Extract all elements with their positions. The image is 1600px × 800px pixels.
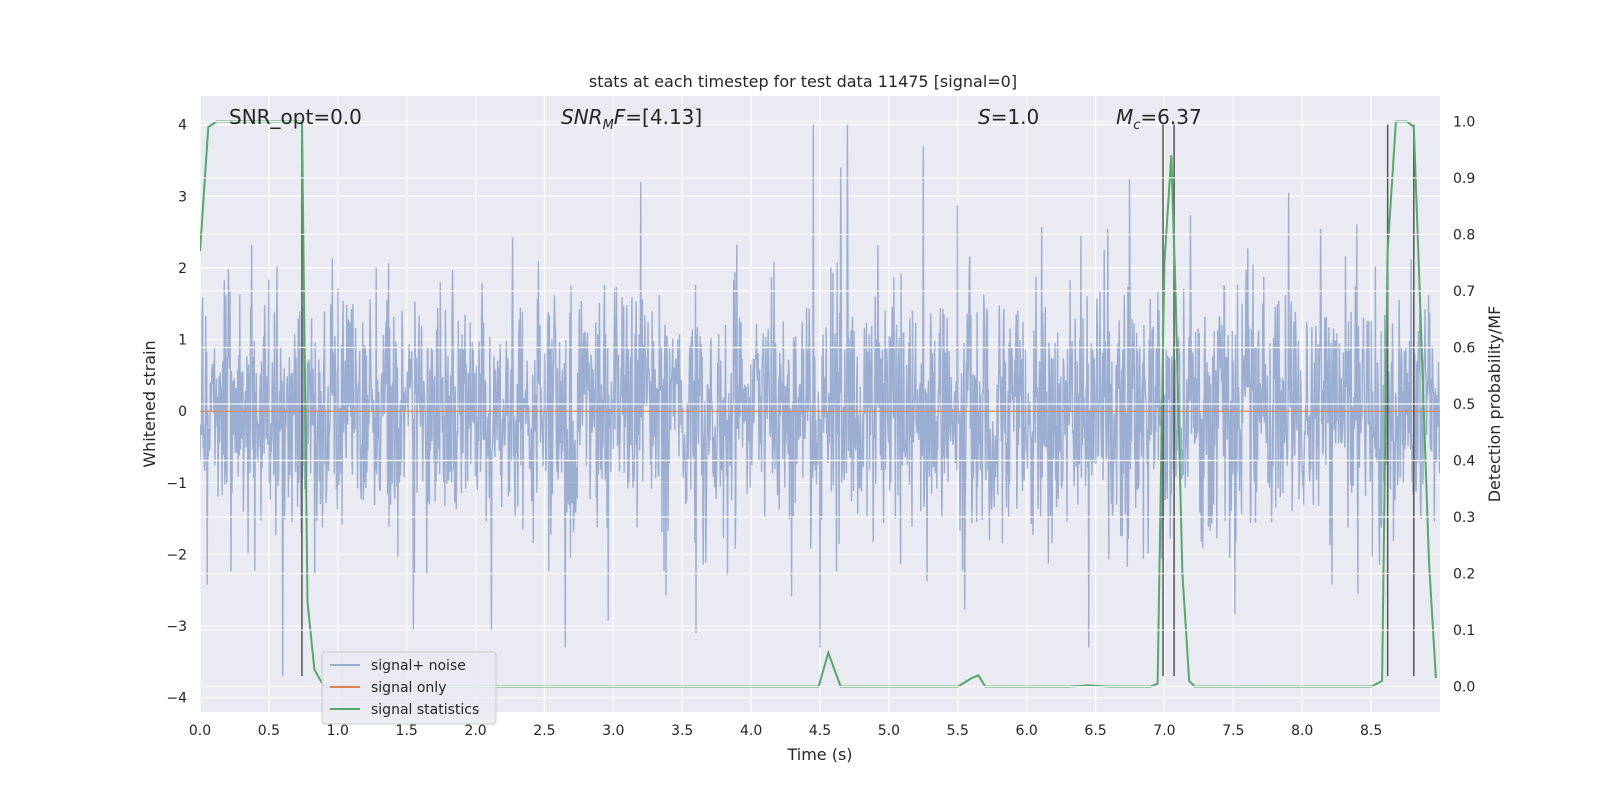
mc-annotation: Mc=6.37 [1116, 105, 1202, 133]
right-y-tick-label: 0.6 [1453, 340, 1475, 356]
x-tick-label: 1.5 [396, 723, 418, 739]
x-tick-label: 0.0 [189, 723, 211, 739]
legend: signal+ noise signal only signal statist… [321, 651, 497, 725]
x-tick-label: 8.5 [1360, 723, 1382, 739]
right-y-tick-label: 0.1 [1453, 623, 1475, 639]
left-y-axis-label: Whitened strain [140, 340, 159, 467]
s-annotation: S=1.0 [978, 105, 1039, 129]
legend-label-signal-statistics: signal statistics [371, 702, 479, 718]
left-y-tick-label: −4 [166, 691, 187, 707]
right-y-tick-label: 0.7 [1453, 284, 1475, 300]
x-tick-label: 3.5 [671, 723, 693, 739]
snr-opt-annotation: SNR_opt=0.0 [229, 105, 362, 129]
x-tick-label: 6.5 [1084, 723, 1106, 739]
left-y-tick-label: 4 [178, 118, 187, 134]
x-tick-label: 3.0 [602, 723, 624, 739]
x-tick-label: 7.5 [1222, 723, 1244, 739]
chart-annotations: SNR_opt=0.0 SNRMF=[4.13] S=1.0 Mc=6.37 [229, 105, 1202, 133]
left-y-tick-label: 1 [178, 333, 187, 349]
right-y-tick-label: 0.9 [1453, 171, 1475, 187]
x-tick-label: 0.5 [258, 723, 280, 739]
snr-mf-annotation: SNRMF=[4.13] [561, 105, 702, 133]
x-tick-labels: 0.0 0.5 1.0 1.5 2.0 2.5 3.0 3.5 4.0 4.5 5.0 5.5 6.0 6… [189, 723, 1382, 739]
left-y-tick-label: −3 [166, 619, 187, 635]
left-y-tick-label: 3 [178, 189, 187, 205]
x-tick-label: 8.0 [1291, 723, 1313, 739]
left-y-tick-label: −2 [166, 547, 187, 563]
right-y-tick-label: 0.2 [1453, 567, 1475, 583]
left-y-tick-label: −1 [166, 476, 187, 492]
right-axis-gridlines [200, 120, 1440, 688]
right-y-tick-labels: 1.0 0.9 0.8 0.7 0.6 0.5 0.4 0.3 0.2 0.1 0.0 [1453, 114, 1475, 695]
right-y-tick-label: 0.8 [1453, 227, 1475, 243]
x-tick-label: 1.0 [327, 723, 349, 739]
right-y-tick-label: 1.0 [1453, 114, 1475, 130]
right-y-tick-label: 0.3 [1453, 510, 1475, 526]
legend-box [321, 651, 497, 725]
legend-label-signal-plus-noise: signal+ noise [371, 658, 466, 674]
right-y-tick-label: 0.0 [1453, 680, 1475, 696]
x-tick-label: 7.0 [1153, 723, 1175, 739]
x-tick-label: 4.0 [740, 723, 762, 739]
x-tick-label: 2.5 [533, 723, 555, 739]
right-y-tick-label: 0.4 [1453, 454, 1475, 470]
x-axis-label: Time (s) [786, 745, 852, 764]
right-y-axis-label: Detection probability/MF [1485, 306, 1504, 503]
x-tick-label: 2.0 [464, 723, 486, 739]
chart-title: stats at each timestep for test data 114… [589, 72, 1017, 91]
left-y-tick-label: 2 [178, 261, 187, 277]
x-tick-label: 4.5 [809, 723, 831, 739]
left-y-tick-labels: 4 3 2 1 0 −1 −2 −3 −4 [166, 118, 187, 707]
signal-plus-noise-series [200, 124, 1440, 677]
right-y-tick-label: 0.5 [1453, 397, 1475, 413]
left-y-tick-label: 0 [178, 404, 187, 420]
x-tick-label: 5.5 [947, 723, 969, 739]
x-tick-label: 5.0 [878, 723, 900, 739]
x-tick-label: 6.0 [1016, 723, 1038, 739]
legend-label-signal-only: signal only [371, 680, 446, 696]
